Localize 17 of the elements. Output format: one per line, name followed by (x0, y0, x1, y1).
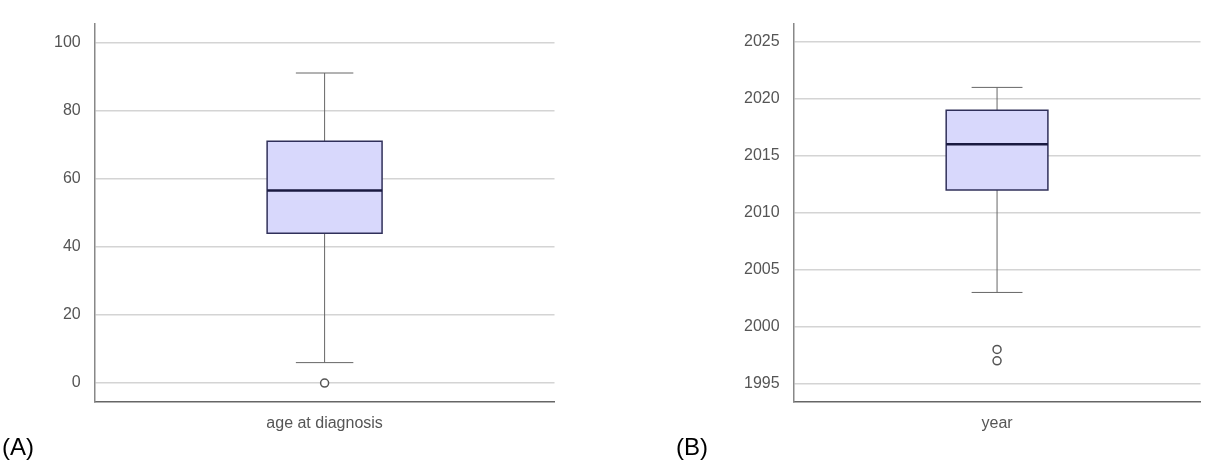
y-tick-label: 40 (62, 237, 81, 255)
y-tick-label: 60 (62, 169, 81, 187)
y-tick-label: 20 (62, 305, 81, 323)
y-tick-label: 2005 (744, 260, 780, 278)
y-tick-label: 2015 (744, 146, 780, 164)
y-tick-label: 2020 (744, 89, 780, 107)
y-tick-label: 1995 (744, 373, 780, 391)
text: (A) (2, 433, 34, 461)
y-tick-label: 2010 (744, 203, 780, 221)
y-tick-label: 80 (62, 100, 81, 118)
x-tick-label: age at diagnosis (266, 413, 383, 431)
x-tick-label: year (981, 413, 1014, 431)
y-tick-label: 2025 (744, 32, 780, 50)
y-tick-label: 2000 (744, 317, 780, 335)
text: (B) (676, 433, 708, 461)
y-tick-label: 0 (71, 373, 81, 391)
y-tick-label: 100 (53, 32, 81, 50)
